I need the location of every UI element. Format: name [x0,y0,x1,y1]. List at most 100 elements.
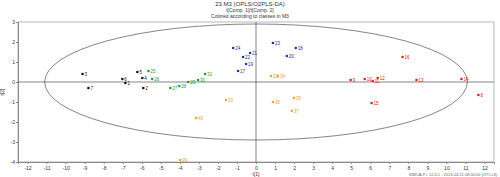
point [179,159,182,162]
point-label: 24 [235,46,241,51]
series [349,56,479,105]
x-tick: -8 [102,162,107,171]
point [237,70,240,73]
point [460,78,463,81]
x-tick: -9 [83,162,88,171]
x-tick: 7 [388,162,391,171]
point [197,79,200,82]
point-label: 14 [463,77,469,82]
y-tick-mark [16,82,18,83]
x-tick-label: -5 [159,165,164,171]
x-tick-label: 11 [463,165,468,171]
x-tick-label: 2 [293,165,296,171]
point-label: 28 [181,84,187,89]
point-label: 40 [198,116,204,121]
point [136,71,139,74]
point-label: 23 [275,41,281,46]
point [286,55,289,58]
point-label: 29 [190,80,196,85]
plot-area [18,22,494,162]
point [147,70,150,73]
point [245,63,248,66]
x-tick-label: -4 [178,165,183,171]
point [87,87,90,90]
x-tick: -1 [235,162,240,171]
point [349,79,352,82]
point-label: 36 [275,100,281,105]
point-label: 21 [252,51,258,56]
point-label: 5 [139,70,142,75]
x-tick-label: -7 [121,165,126,171]
point [293,97,296,100]
x-tick: -5 [159,162,164,171]
y-axis-line [16,23,19,163]
y-tick-label: -1 [11,99,16,105]
point-label: 37 [294,109,300,114]
point [178,85,181,88]
x-tick-label: 4 [331,165,334,171]
x-tick: 4 [331,162,334,171]
y-tick-label: 2 [12,39,15,45]
point-label: 8 [480,93,483,98]
point-label: 30 [200,78,206,83]
x-tick: 2 [293,162,296,171]
point-label: 34 [280,74,286,79]
point-label: 13 [419,78,425,83]
point-label: 6 [124,77,127,82]
y-tick: -3 [11,139,18,145]
confidence-ellipse [45,24,468,140]
y-tick: -2 [11,119,18,125]
y-tick-label: 0 [12,79,15,85]
x-tick-label: -2 [216,165,221,171]
y-axis-title: t[2] [0,88,5,96]
point [363,78,366,81]
point [415,79,418,82]
x-tick: 10 [444,162,450,171]
point-label: 7 [90,86,93,91]
point [290,110,293,113]
x-tick-label: 6 [369,165,372,171]
point-label: 9 [353,78,356,83]
x-tick-label: 12 [482,165,488,171]
x-tick-label: -8 [102,165,107,171]
x-tick: 0 [255,162,258,171]
point-label: 31 [207,72,213,77]
point [187,81,190,84]
point [232,47,235,50]
point-label: 20 [289,54,295,59]
point [151,78,154,81]
point [270,75,273,78]
y-tick-mark [16,122,18,123]
point [477,94,480,97]
series [179,75,295,162]
y-tick-label: -2 [11,119,16,125]
point-label: 3 [85,72,88,77]
y-tick-mark [16,22,18,23]
y-tick-label: 3 [12,19,15,25]
point [294,47,297,50]
y-tick: 1 [12,59,18,65]
point-label: 35 [296,96,302,101]
x-tick-label: -12 [24,165,31,171]
point [124,82,127,85]
point-label: 10 [367,77,373,82]
x-tick: -11 [44,162,51,171]
x-tick: -12 [24,162,31,171]
annotation: Colored according to classes in M3 [211,13,289,19]
x-tick-label: -3 [197,165,202,171]
point [272,42,275,45]
x-tick-label: -10 [62,165,69,171]
y-tick: 0 [12,79,18,85]
x-tick: 8 [407,162,410,171]
x-tick-label: 9 [426,165,429,171]
point [169,87,172,90]
x-tick-label: -9 [83,165,88,171]
x-tick-label: -11 [44,165,51,171]
y-tick: -4 [11,159,18,165]
plot-frame [18,22,494,162]
x-tick-label: 10 [444,165,450,171]
x-tick: 3 [312,162,315,171]
point-label: 39 [182,158,188,163]
point-labels: 1234567252627282930311718192021222324323… [85,41,484,163]
point-label: 2 [145,86,148,91]
